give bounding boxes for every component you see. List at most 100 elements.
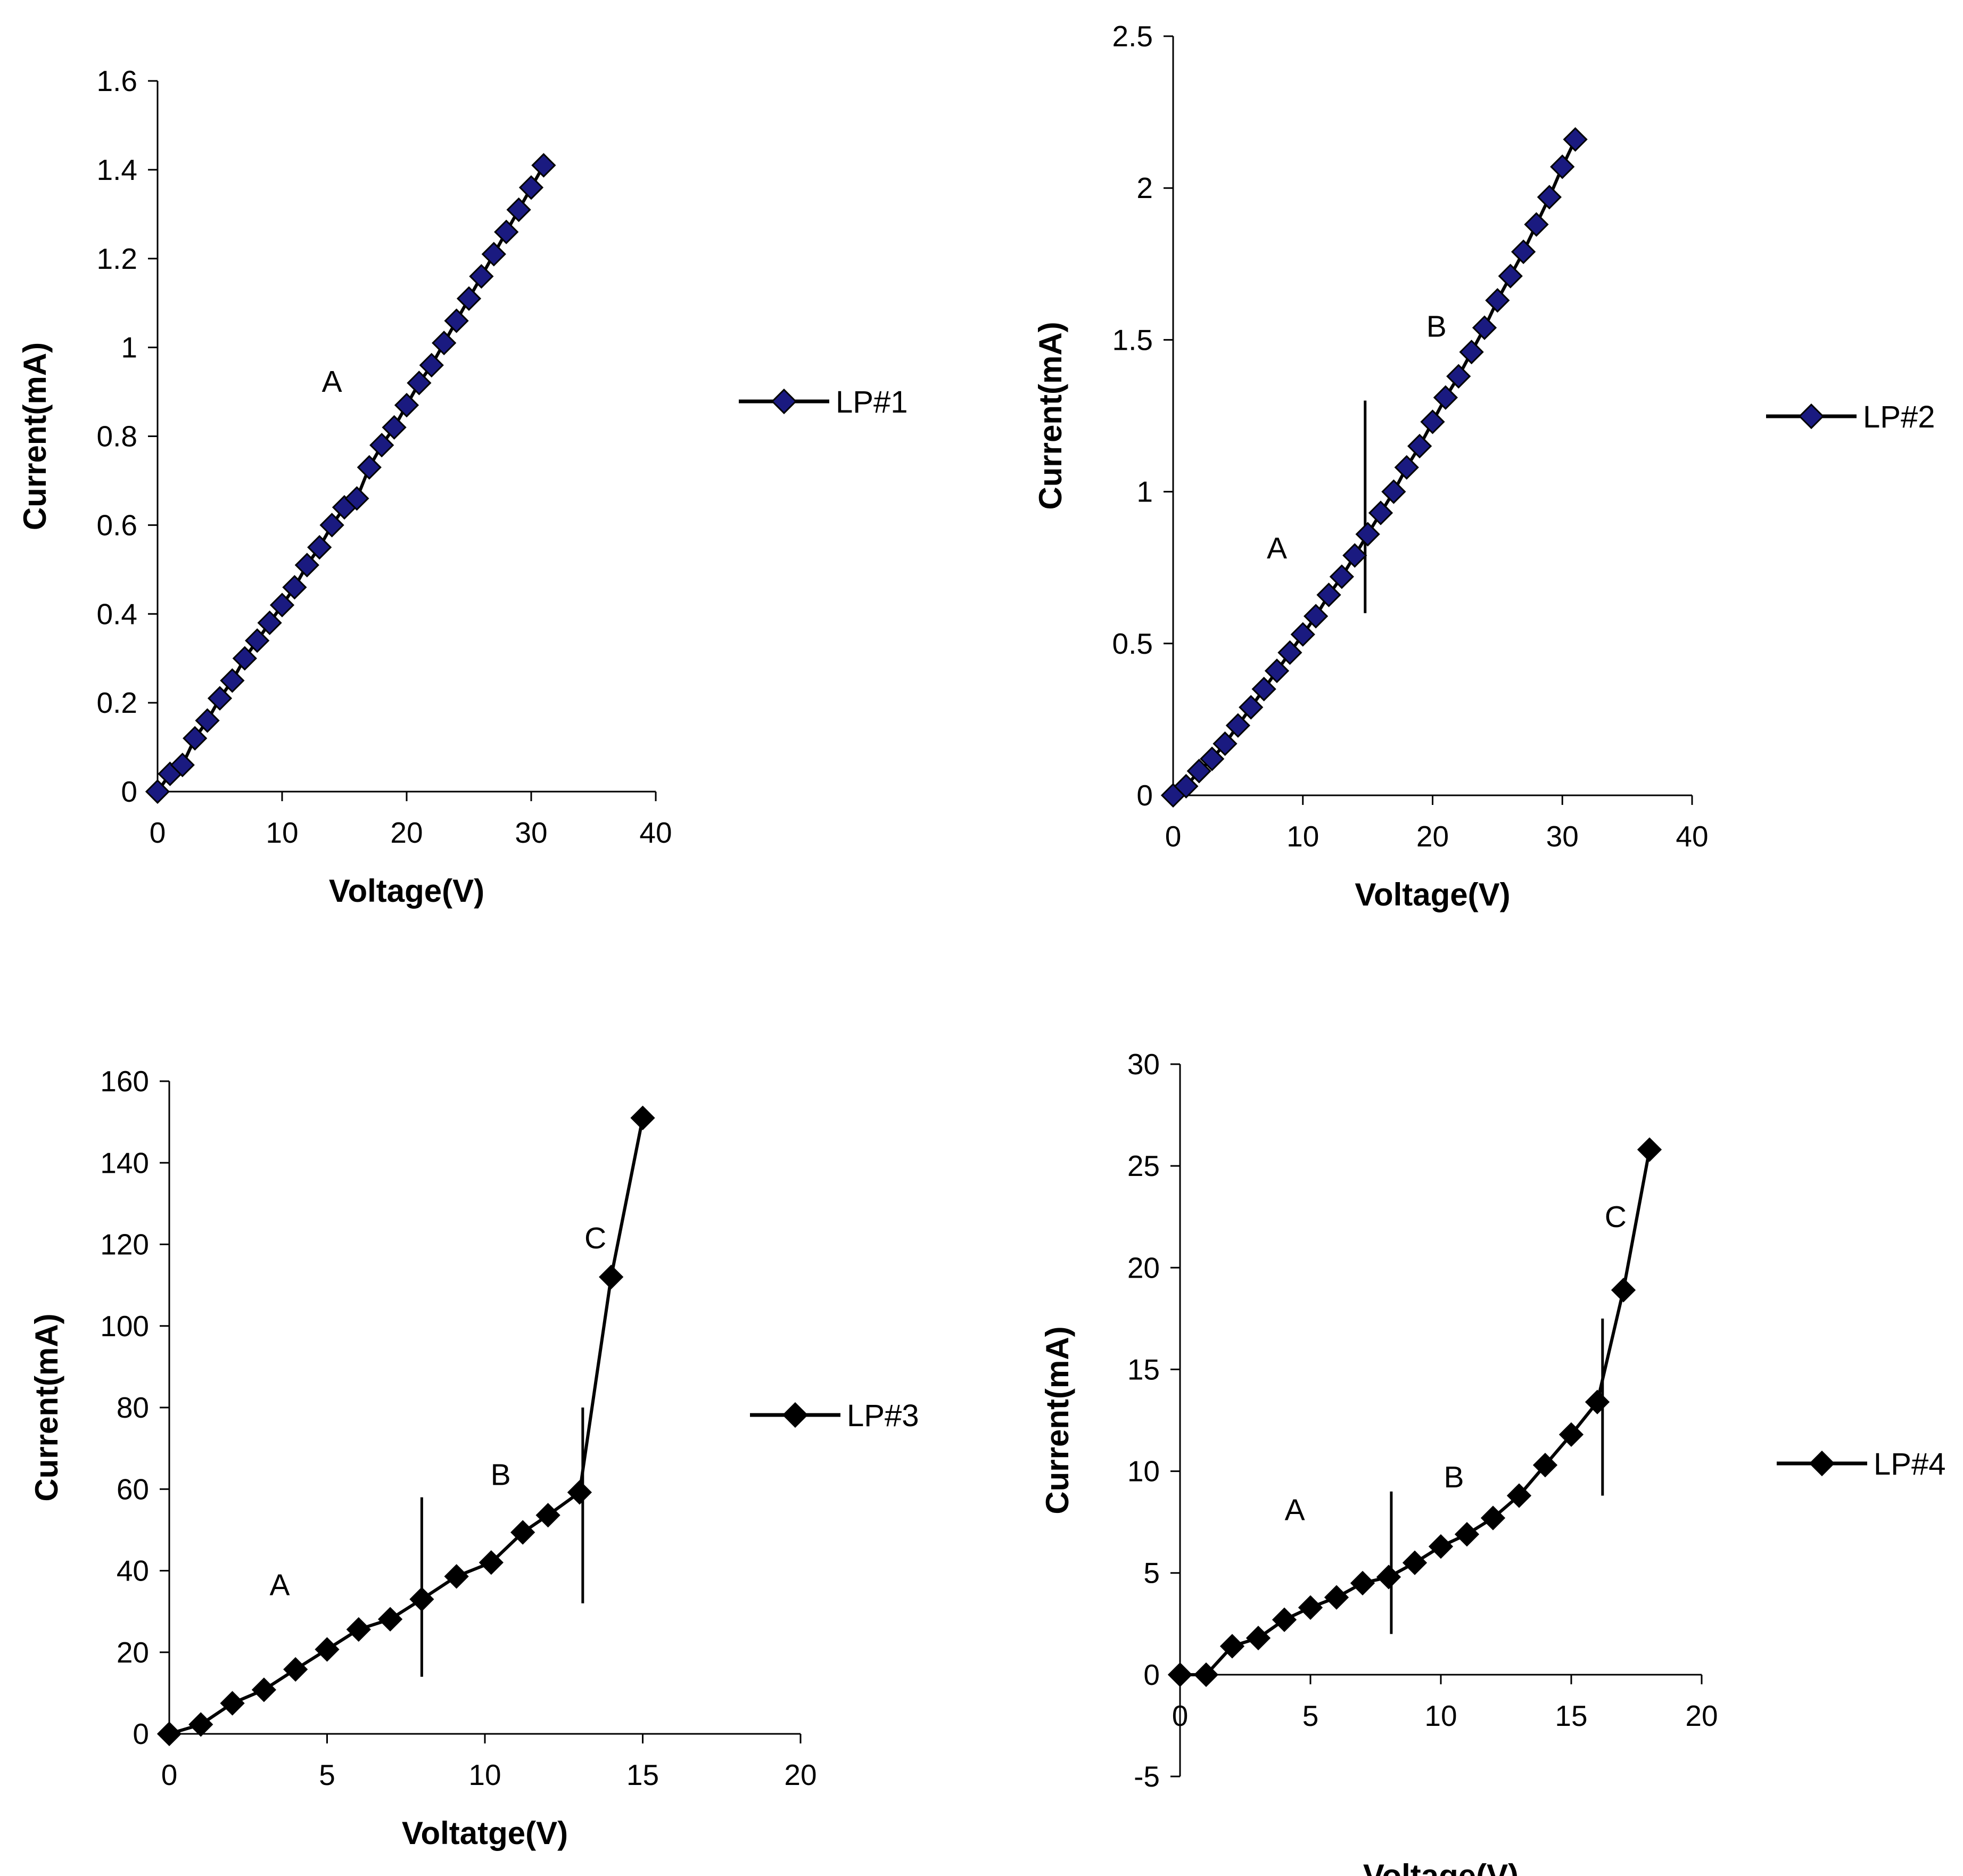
y-tick-label: 1 [121, 331, 137, 364]
legend-label: LP#1 [836, 385, 908, 419]
data-point-marker [1272, 1607, 1297, 1632]
y-tick-label: 0 [121, 775, 137, 808]
y-tick-label: 120 [100, 1228, 149, 1261]
y-tick-label: 60 [117, 1472, 149, 1505]
data-point-marker [170, 752, 195, 778]
region-label: A [1285, 1493, 1305, 1527]
region-label: C [1605, 1200, 1627, 1234]
y-axis-title: Current(mA) [29, 1313, 64, 1501]
data-point-marker [506, 197, 531, 223]
data-point-marker [1316, 582, 1341, 607]
x-tick-label: 40 [639, 816, 672, 849]
data-point-marker [294, 553, 319, 578]
legend-marker [1798, 403, 1825, 430]
data-point-marker [156, 1721, 182, 1747]
y-tick-label: 2 [1136, 171, 1153, 204]
legend-label: LP#2 [1863, 400, 1935, 434]
y-tick-label: 1.6 [97, 64, 137, 97]
y-tick-label: 1.5 [1112, 323, 1153, 356]
data-point-marker [1219, 1634, 1245, 1659]
legend-marker [782, 1402, 809, 1428]
y-tick-label: 0.2 [97, 686, 137, 719]
data-point-marker [344, 486, 369, 511]
y-tick-label: 0.6 [97, 508, 137, 541]
data-point-marker [1193, 1662, 1219, 1687]
chart-panel-4: -5 0 5 10 15 20 25 30 0 5 10 15 20 Voltage(V) Current(… [1040, 1048, 1945, 1876]
y-tick-label: 0.4 [97, 597, 137, 630]
data-point-marker [407, 371, 432, 396]
x-tick-label: 5 [1302, 1699, 1319, 1732]
data-point-marker [469, 264, 494, 289]
data-point-marker [1213, 731, 1238, 756]
data-point-marker [232, 646, 257, 671]
x-tick-label: 30 [1546, 820, 1579, 853]
data-point-marker [1498, 264, 1523, 289]
data-point-marker [1485, 288, 1510, 313]
data-point-marker [1239, 695, 1264, 720]
y-tick-label: 15 [1127, 1353, 1160, 1386]
y-axis-title: Current(mA) [1033, 322, 1068, 509]
data-point-marker [369, 433, 394, 458]
data-point-marker [1472, 315, 1497, 340]
data-point-marker [599, 1264, 624, 1289]
x-tick-label: 10 [1424, 1699, 1457, 1732]
y-tick-label: 20 [1127, 1251, 1160, 1284]
y-tick-label: 0 [133, 1717, 149, 1750]
data-point-marker [283, 1657, 308, 1682]
y-tick-label: 40 [117, 1554, 149, 1587]
y-axis-title: Current(mA) [17, 342, 53, 530]
x-axis-title: Voltage(V) [329, 873, 484, 909]
data-point-marker [377, 1607, 403, 1632]
y-tick-label: 0 [1143, 1658, 1160, 1691]
legend: LP#4 [1777, 1447, 1945, 1482]
y-tick-label: 0 [1136, 779, 1153, 812]
data-point-marker [1637, 1137, 1662, 1162]
y-tick-label: 140 [100, 1146, 149, 1179]
data-point-marker [1290, 622, 1315, 647]
x-axis-title: Voltage(V) [1355, 877, 1510, 912]
legend-label: LP#3 [847, 1398, 919, 1433]
data-point-marker [257, 610, 282, 636]
data-point-marker [195, 708, 220, 733]
chart-panel-1: 0 0.2 0.4 0.6 0.8 1 1.2 1.4 1.6 0 10 20 30 40 Voltage(… [17, 64, 908, 909]
y-tick-label: 1 [1136, 475, 1153, 508]
data-point-marker [479, 1550, 504, 1575]
y-tick-label: 2.5 [1112, 20, 1153, 53]
data-point-marker [1402, 1550, 1428, 1575]
legend-marker [771, 388, 797, 415]
data-point-marker [567, 1480, 592, 1505]
data-point-marker [1611, 1278, 1636, 1303]
data-point-marker [1511, 239, 1536, 265]
data-point-marker [245, 628, 270, 653]
x-tick-label: 10 [1286, 820, 1319, 853]
data-point-marker [307, 534, 332, 560]
data-point-marker [1186, 759, 1211, 784]
x-tick-label: 30 [515, 816, 547, 849]
data-point-marker [1585, 1389, 1610, 1414]
y-tick-label: -5 [1134, 1760, 1160, 1793]
data-point-marker [1550, 154, 1575, 179]
data-point-marker [510, 1520, 535, 1545]
data-point-marker [419, 352, 444, 378]
y-tick-label: 20 [117, 1636, 149, 1669]
data-point-marker [1428, 1534, 1454, 1559]
x-tick-label: 0 [1172, 1699, 1189, 1732]
y-tick-label: 0.8 [97, 420, 137, 453]
data-point-marker [269, 593, 295, 618]
x-tick-label: 0 [1165, 820, 1182, 853]
legend-marker [1809, 1450, 1835, 1477]
data-point-marker [1251, 677, 1276, 702]
x-tick-label: 15 [626, 1758, 659, 1791]
data-point-marker [481, 242, 506, 267]
data-point-marker [382, 415, 407, 440]
data-point-marker [1433, 385, 1458, 410]
data-point-marker [409, 1587, 434, 1612]
region-label: A [270, 1568, 290, 1602]
data-point-marker [145, 779, 170, 804]
data-point-marker [1324, 1585, 1349, 1610]
series-line [169, 1117, 645, 1735]
data-point-marker [1381, 479, 1406, 504]
data-point-marker [630, 1105, 655, 1131]
x-tick-label: 40 [1676, 820, 1708, 853]
legend: LP#3 [750, 1398, 919, 1433]
